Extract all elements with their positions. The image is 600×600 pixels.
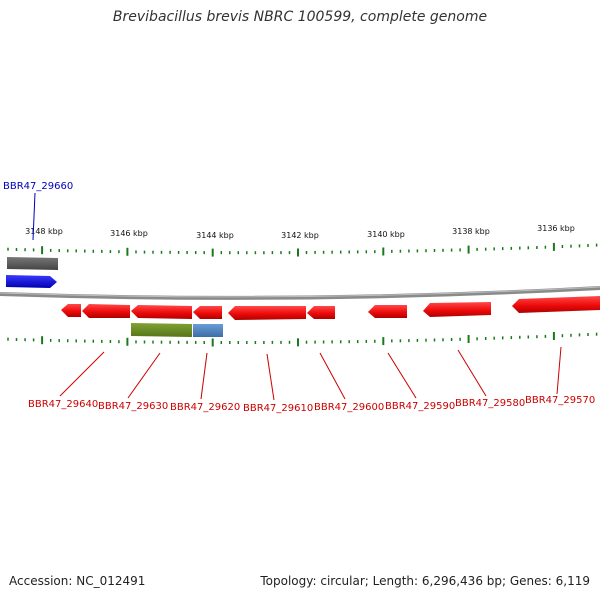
gene-label[interactable]: BBR47_29600 [314,402,384,413]
lightblue-feature[interactable] [193,324,223,337]
gene-label[interactable]: BBR47_29570 [525,395,595,406]
genome-backbone [0,286,600,300]
gene-label[interactable]: BBR47_29610 [243,403,313,414]
gene-arrow-BBR47_29590[interactable] [307,306,335,319]
leader-line [59,351,105,397]
gene-label[interactable]: BBR47_29580 [455,398,525,409]
genome-backbone-highlight [0,286,600,298]
gene-label[interactable]: BBR47_29620 [170,402,240,413]
green-feature[interactable] [131,323,192,337]
gene-label[interactable]: BBR47_29640 [28,399,98,410]
scale-label: 3148 kbp [25,227,63,236]
gene-label[interactable]: BBR47_29630 [98,401,168,412]
genome-summary: Topology: circular; Length: 6,296,436 bp… [260,574,590,588]
scale-ticks-top [7,242,598,257]
gene-arrow-BBR47_29600[interactable] [228,306,306,320]
scale-label: 3146 kbp [110,229,148,238]
scale-label: 3136 kbp [537,224,575,233]
scale-label: 3144 kbp [196,231,234,240]
scale-label: 3138 kbp [452,227,490,236]
gene-arrow-BBR47_29580[interactable] [368,305,407,318]
leader-line [556,346,562,395]
gene-arrow-edge[interactable] [512,296,600,313]
scale-ticks-bottom [7,332,598,347]
leader-line [127,352,161,399]
leader-line [200,352,208,400]
gene-arrow-BBR47_29640[interactable] [61,304,81,317]
gene-label[interactable]: BBR47_29660 [3,181,73,192]
gray-feature[interactable] [7,257,58,270]
genome-title: Brevibacillus brevis NBRC 100599, comple… [112,9,488,25]
gene-arrow-BBR47_29610[interactable] [193,306,222,319]
gene-arrow-BBR47_29570[interactable] [423,302,491,317]
gene-arrow-BBR47_29660[interactable] [6,275,57,288]
gene-arrow-BBR47_29630[interactable] [82,304,130,318]
leader-line [266,353,275,401]
gene-label[interactable]: BBR47_29590 [385,401,455,412]
leader-line [32,192,36,241]
accession-label: Accession: NC_012491 [9,574,146,588]
gene-arrow-BBR47_29620[interactable] [131,305,192,319]
scale-label: 3142 kbp [281,231,319,240]
leader-line [457,349,487,397]
leader-line [387,352,417,399]
scale-label: 3140 kbp [367,230,405,239]
leader-line [319,352,346,400]
